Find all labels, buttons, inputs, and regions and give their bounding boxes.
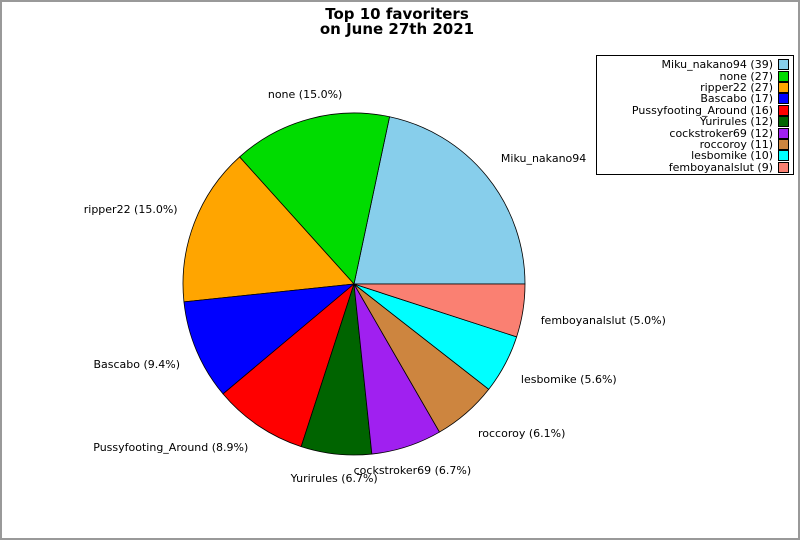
chart-title: Top 10 favoriters on June 27th 2021: [2, 7, 792, 37]
legend-color-swatch: [778, 59, 789, 71]
legend-item-none: none (27): [601, 69, 789, 83]
chart-title-line2: on June 27th 2021: [319, 20, 475, 38]
pie-slice-Miku_nakano94: [353, 116, 526, 285]
legend-item-ripper22: ripper22 (27): [601, 80, 789, 94]
pie-slice-femboyanalslut: [353, 283, 526, 338]
legend-color-swatch: [778, 138, 789, 150]
legend-color-swatch: [778, 81, 789, 93]
pie-slice-ripper22: [182, 156, 355, 303]
legend-item-label: Yurirules (12): [699, 115, 773, 129]
legend-item-Miku_nakano94: Miku_nakano94 (39): [601, 58, 789, 72]
legend: Miku_nakano94 (39) none (27) ripper22 (27)…: [596, 55, 794, 175]
legend-color-swatch: [778, 70, 789, 82]
legend-item-cockstroker69: cockstroker69 (12): [601, 126, 789, 140]
legend-item-label: roccoroy (11): [699, 137, 773, 151]
legend-item-roccoroy: roccoroy (11): [601, 137, 789, 151]
legend-item-label: Pussyfooting_Around (16): [631, 103, 773, 117]
pie-slice-Pussyfooting_Around: [222, 283, 355, 448]
chart-title-line1: Top 10 favoriters: [325, 5, 469, 23]
legend-item-Pussyfooting_Around: Pussyfooting_Around (16): [601, 103, 789, 117]
legend-color-swatch: [778, 93, 789, 105]
legend-color-swatch: [778, 150, 789, 162]
legend-item-label: cockstroker69 (12): [669, 126, 773, 140]
pie-slice-none: [239, 112, 390, 285]
legend-item-label: none (27): [719, 69, 773, 83]
legend-item-label: femboyanalslut (9): [668, 160, 773, 174]
legend-items: Miku_nakano94 (39) none (27) ripper22 (27)…: [601, 59, 789, 173]
legend-item-Bascabo: Bascabo (17): [601, 92, 789, 106]
legend-color-swatch: [778, 116, 789, 128]
pie-slice-Bascabo: [183, 283, 355, 395]
legend-item-Yurirules: Yurirules (12): [601, 115, 789, 129]
legend-item-lesbomike: lesbomike (10): [601, 149, 789, 163]
legend-color-swatch: [778, 127, 789, 139]
legend-item-label: ripper22 (27): [700, 80, 773, 94]
legend-color-swatch: [778, 104, 789, 116]
legend-item-femboyanalslut: femboyanalslut (9): [601, 160, 789, 174]
legend-item-label: Bascabo (17): [700, 92, 773, 106]
legend-item-label: lesbomike (10): [691, 149, 773, 163]
legend-color-swatch: [778, 161, 789, 173]
legend-item-label: Miku_nakano94 (39): [661, 58, 773, 72]
